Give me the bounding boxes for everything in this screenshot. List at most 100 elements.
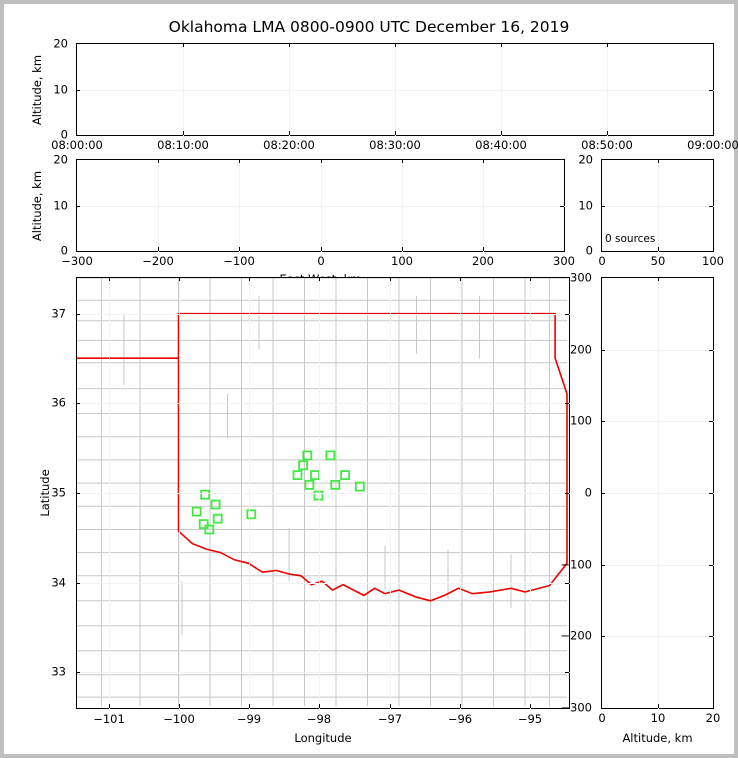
tick-y [709,90,713,91]
tick-y [709,636,713,637]
panel-time-vs-altitude: 08:00:00 08:10:00 08:20:00 08:30:00 08:40:00… [30,38,738,151]
panel-frame [601,159,714,252]
page-title: Oklahoma LMA 0800-0900 UTC December 16, … [168,18,570,36]
tick-x [658,159,659,163]
axis-tick-label-y: 35 [51,485,66,500]
gridline-vertical [501,43,502,136]
tick-y [560,206,564,207]
gridline-vertical [607,43,608,136]
tick-x [460,277,461,281]
tick-x [158,247,159,251]
gridline-vertical [658,159,659,252]
axis-tick-label-y: 34 [51,575,66,590]
tick-y [709,421,713,422]
tick-x [658,704,659,708]
tick-x [183,43,184,47]
tick-y [601,493,605,494]
gridline-horizontal [76,206,565,207]
axis-tick-label-y: 10 [578,198,593,213]
gridline-vertical [483,159,484,252]
tick-y [76,672,80,673]
axis-tick-label-y: 20 [53,152,68,167]
tick-y [709,350,713,351]
axis-tick-label-x: −200 [142,254,174,268]
lma-station-marker [354,481,365,492]
tick-x [501,43,502,47]
tick-y [565,672,569,673]
axis-tick-label-y: 20 [578,152,593,167]
axis-tick-label-x: −98 [306,712,332,726]
axis-tick-label-y: 0 [60,243,68,258]
axis-tick-label-x: 0 [317,254,325,268]
tick-y [76,403,80,404]
axis-tick-label-y: 37 [51,306,66,321]
tick-x [321,159,322,163]
tick-x [249,704,250,708]
tick-x [658,277,659,281]
tick-x [658,247,659,251]
axis-label-x: Altitude, km [622,731,693,745]
tick-x [390,704,391,708]
gridline-horizontal [76,403,570,404]
tick-x [501,131,502,135]
axis-tick-label-x: −99 [236,712,262,726]
axis-tick-label-x: 200 [472,254,494,268]
gridline-horizontal [76,672,570,673]
tick-x [249,277,250,281]
tick-y [601,565,605,566]
tick-y [565,314,569,315]
axis-tick-label-x: −95 [517,712,543,726]
gridline-horizontal [601,636,714,637]
axis-tick-label-y: −300 [560,700,592,715]
axis-tick-label-x: 08:10:00 [157,138,209,152]
axis-tick-label-x: 09:00:00 [687,138,738,152]
tick-x [321,247,322,251]
lma-station-marker [313,490,324,501]
axis-tick-label-x: 08:40:00 [475,138,527,152]
tick-y [601,350,605,351]
tick-y [601,421,605,422]
lma-station-marker [304,479,315,490]
lma-station-marker [298,460,309,471]
tick-x [607,43,608,47]
axis-label-y: Altitude, km [30,170,44,241]
gridline-horizontal [76,583,570,584]
lma-station-marker [302,450,313,461]
gridline-vertical [402,159,403,252]
gridline-horizontal [76,493,570,494]
tick-x [179,277,180,281]
lma-station-marker [292,470,303,481]
tick-x [289,43,290,47]
axis-tick-label-y: 36 [51,395,66,410]
lma-station-marker [210,499,221,510]
panel-source-histogram: 0 sources 0 50 100 0 10 20 [578,154,724,267]
tick-y [565,493,569,494]
lma-station-marker [191,506,202,517]
tick-y [76,314,80,315]
lma-station-marker [200,489,210,500]
tick-y [76,583,80,584]
axis-tick-label-x: 100 [391,254,413,268]
source-count-annotation: 0 sources [605,233,656,245]
axis-tick-label-x: −96 [447,712,473,726]
axis-tick-label-x: 0 [598,254,606,268]
tick-x [483,159,484,163]
axis-label-y: Altitude, km [30,54,44,125]
oklahoma-state-border [77,312,568,602]
tick-y [76,493,80,494]
axis-tick-label-y: 33 [51,664,66,679]
gridline-vertical [395,43,396,136]
axis-tick-label-y: −100 [560,557,592,572]
axis-tick-label-x: 300 [553,254,575,268]
tick-x [530,277,531,281]
tick-x [390,277,391,281]
tick-y [709,493,713,494]
tick-x [402,159,403,163]
map-geography [77,278,568,706]
lma-station-marker [246,509,257,520]
axis-tick-label-x: 10 [650,711,666,725]
gridline-horizontal [601,206,714,207]
gridline-vertical [183,43,184,136]
